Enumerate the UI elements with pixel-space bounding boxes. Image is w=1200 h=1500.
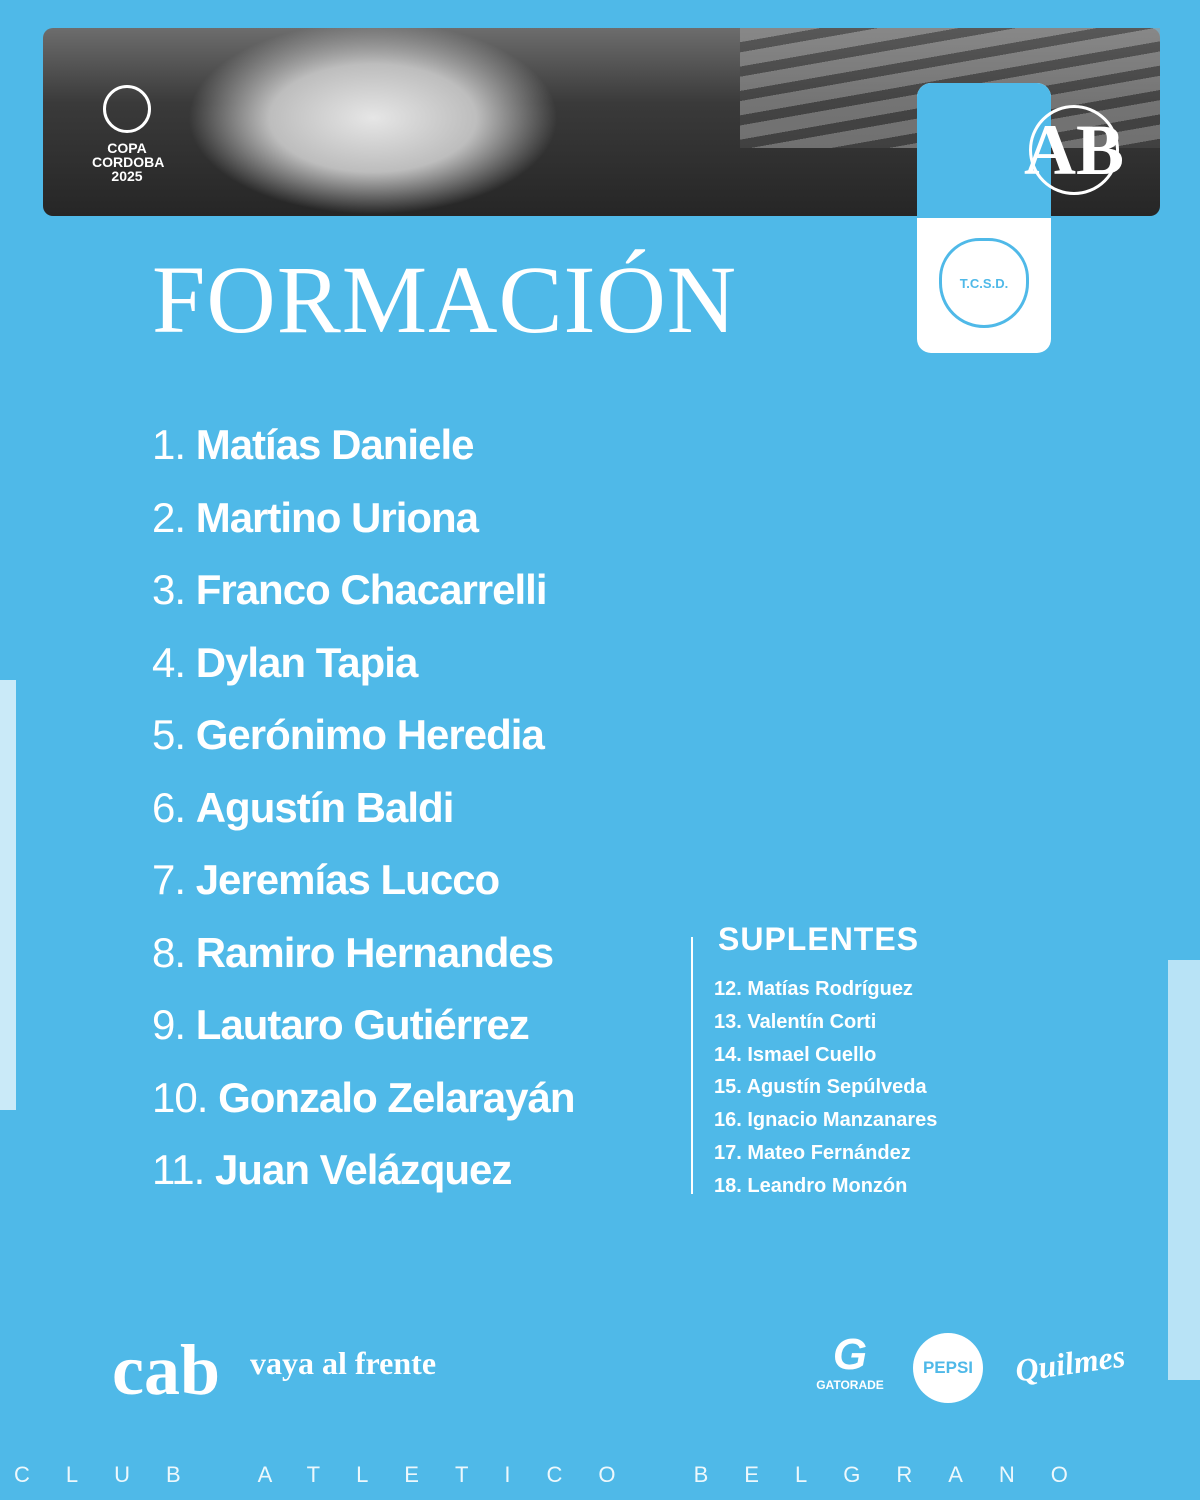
list-item: 9. Lautaro Gutiérrez: [152, 1001, 530, 1048]
quilmes-logo: Quilmes: [1012, 1337, 1128, 1389]
list-item: 6. Agustín Baldi: [152, 783, 454, 831]
page-title: FORMACIÓN: [152, 246, 738, 353]
club-name-footer: CLUB ATLETICO BELGRANO: [14, 1462, 1104, 1487]
list-item: 16. Ignacio Manzanares: [714, 1109, 938, 1132]
list-item: 11. Juan Velázquez: [152, 1146, 512, 1193]
belgrano-crest: AB: [1024, 105, 1124, 195]
substitutes-list: 12. Matías Rodríguez 13. Valentín Corti …: [714, 975, 937, 1205]
slogan: vaya al frente: [250, 1345, 437, 1381]
list-item: 14. Ismael Cuello: [714, 1043, 877, 1066]
list-item: 10. Gonzalo Zelarayán: [152, 1073, 576, 1121]
starters-list: 1. Matías Daniele 2. Martino Uriona 3. F…: [152, 418, 576, 1216]
list-item: 18. Leandro Monzón: [714, 1174, 908, 1197]
cab-logo: cab: [112, 1330, 220, 1410]
match-crests-card: AB T.C.S.D.: [917, 83, 1124, 353]
ball-icon: [103, 85, 151, 133]
list-item: 2. Martino Uriona: [152, 493, 479, 541]
list-item: 13. Valentín Corti: [714, 1010, 877, 1033]
pepsi-logo: PEPSI: [913, 1333, 983, 1403]
grunge-right: [1168, 960, 1200, 1380]
list-item: 5. Gerónimo Heredia: [152, 711, 545, 758]
substitutes-heading: SUPLENTES: [718, 921, 920, 957]
opponent-crest: T.C.S.D.: [939, 238, 1029, 328]
list-item: 7. Jeremías Lucco: [152, 856, 500, 903]
list-item: 12. Matías Rodríguez: [714, 978, 913, 1000]
list-item: 17. Mateo Fernández: [714, 1141, 911, 1164]
divider: [691, 937, 693, 1194]
list-item: 3. Franco Chacarrelli: [152, 566, 548, 613]
list-item: 15. Agustín Sepúlveda: [714, 1076, 927, 1099]
list-item: 8. Ramiro Hernandes: [152, 928, 554, 976]
copa-cordoba-logo: COPA CORDOBA 2025: [82, 85, 172, 183]
list-item: 4. Dylan Tapia: [152, 638, 418, 686]
grunge-left: [0, 680, 16, 1110]
list-item: 1. Matías Daniele: [152, 421, 474, 468]
gatorade-logo: G GATORADE: [816, 1330, 884, 1393]
